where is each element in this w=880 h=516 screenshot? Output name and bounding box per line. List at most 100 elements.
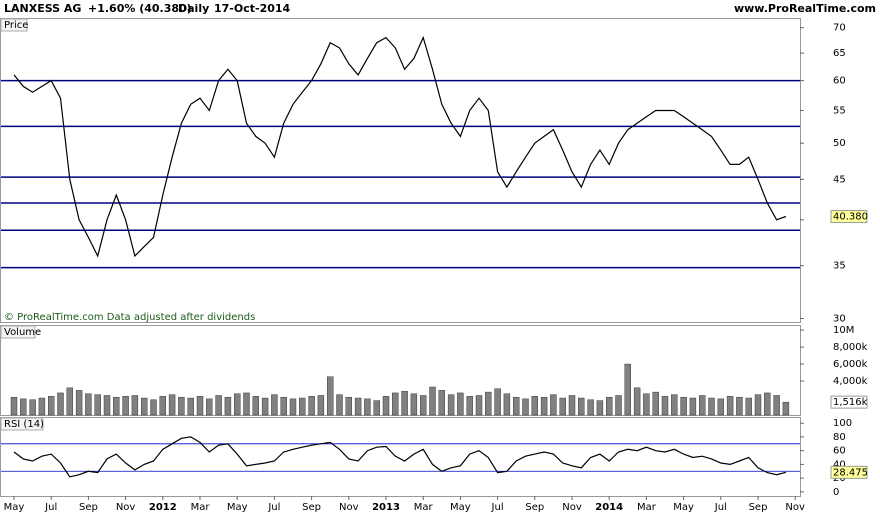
bar bbox=[280, 396, 287, 416]
bar bbox=[20, 398, 27, 416]
bar bbox=[131, 395, 139, 416]
bar bbox=[596, 400, 604, 416]
current-box bbox=[830, 210, 868, 224]
bar bbox=[354, 397, 362, 416]
line bbox=[13, 436, 787, 478]
x-tick-label: May bbox=[4, 502, 25, 513]
bar bbox=[215, 395, 222, 416]
y-tick-label: 70 bbox=[833, 23, 846, 34]
bar bbox=[94, 394, 101, 416]
panel-title: Volume bbox=[4, 327, 41, 338]
bar bbox=[745, 397, 752, 416]
bar bbox=[168, 394, 176, 416]
bar bbox=[224, 396, 232, 416]
bar bbox=[29, 399, 36, 416]
x-tick-label: Mar bbox=[414, 502, 434, 513]
y-tick-label: 50 bbox=[833, 138, 846, 149]
bar bbox=[587, 399, 594, 416]
y-tick-label: 30 bbox=[833, 314, 846, 325]
current-label: 40.380 bbox=[833, 212, 868, 223]
y-tick-label: 60 bbox=[833, 76, 846, 87]
bar bbox=[150, 399, 157, 416]
x-tick-label: Sep bbox=[525, 502, 544, 513]
bar bbox=[140, 397, 148, 416]
y-tick-label: 45 bbox=[833, 174, 846, 185]
note: © ProRealTime.com Data adjusted after di… bbox=[4, 312, 255, 323]
y-tick-label: 0 bbox=[833, 487, 839, 498]
bar bbox=[401, 391, 408, 416]
change: +1.60% (40.380) bbox=[88, 2, 192, 15]
bar bbox=[178, 396, 185, 416]
x-tick-label: Mar bbox=[637, 502, 657, 513]
bar bbox=[336, 394, 343, 416]
bar bbox=[466, 396, 473, 416]
bar bbox=[66, 387, 74, 416]
bar bbox=[159, 396, 167, 416]
x-tick-label: Nov bbox=[562, 502, 582, 513]
y-tick-label: 35 bbox=[833, 261, 846, 272]
bar bbox=[578, 397, 585, 416]
y-tick-label: 55 bbox=[833, 105, 846, 116]
bar bbox=[559, 397, 566, 416]
price-panel bbox=[0, 18, 801, 323]
bar bbox=[410, 393, 418, 416]
bar bbox=[475, 395, 483, 416]
bar bbox=[726, 396, 734, 416]
bar bbox=[438, 390, 445, 416]
x-tick-label: Nov bbox=[116, 502, 136, 513]
x-tick-label: Jul bbox=[44, 502, 57, 513]
bar bbox=[122, 396, 129, 416]
bar bbox=[680, 396, 687, 416]
bar bbox=[447, 394, 455, 416]
x-tick-label: Sep bbox=[749, 502, 768, 513]
x-tick-label: Jul bbox=[714, 502, 727, 513]
panel-label-box bbox=[0, 325, 36, 339]
bar bbox=[420, 395, 427, 416]
bar bbox=[457, 392, 464, 416]
bar bbox=[85, 393, 92, 416]
current-box bbox=[830, 465, 868, 479]
panel-title: RSI (14) bbox=[4, 419, 44, 430]
bar bbox=[708, 397, 715, 416]
bar bbox=[48, 396, 55, 416]
bar bbox=[373, 400, 380, 416]
y-tick-label: 60 bbox=[833, 446, 846, 457]
x-tick-label: Mar bbox=[191, 502, 211, 513]
bar bbox=[568, 395, 576, 416]
bar bbox=[540, 396, 548, 416]
bar bbox=[206, 398, 213, 416]
rsi-panel bbox=[0, 417, 801, 497]
panel-label-box bbox=[0, 18, 28, 32]
bar bbox=[764, 392, 771, 416]
bar bbox=[615, 395, 622, 416]
bar bbox=[10, 396, 18, 416]
x-tick-label: Sep bbox=[302, 502, 321, 513]
bar bbox=[233, 393, 241, 416]
bar bbox=[522, 398, 529, 416]
y-tick-label: 65 bbox=[833, 48, 846, 59]
bar bbox=[57, 392, 64, 416]
x-tick-label: Nov bbox=[785, 502, 805, 513]
x-tick-label: 2012 bbox=[149, 502, 177, 513]
x-tick-label: Sep bbox=[79, 502, 98, 513]
bar bbox=[773, 395, 780, 416]
panel-label-box bbox=[0, 417, 44, 431]
bar bbox=[531, 396, 538, 416]
x-tick-label: May bbox=[227, 502, 248, 513]
bar bbox=[754, 394, 762, 416]
bar bbox=[550, 394, 557, 416]
bar bbox=[308, 396, 315, 416]
bar bbox=[494, 388, 501, 416]
bar bbox=[624, 363, 631, 416]
bar bbox=[243, 392, 250, 416]
bar bbox=[503, 393, 511, 416]
bar bbox=[717, 398, 724, 416]
bar bbox=[345, 396, 352, 416]
bar bbox=[317, 395, 325, 416]
bar bbox=[252, 396, 260, 416]
bar bbox=[699, 395, 706, 416]
bar bbox=[364, 398, 371, 416]
bar bbox=[485, 391, 492, 416]
current-box bbox=[830, 395, 868, 409]
